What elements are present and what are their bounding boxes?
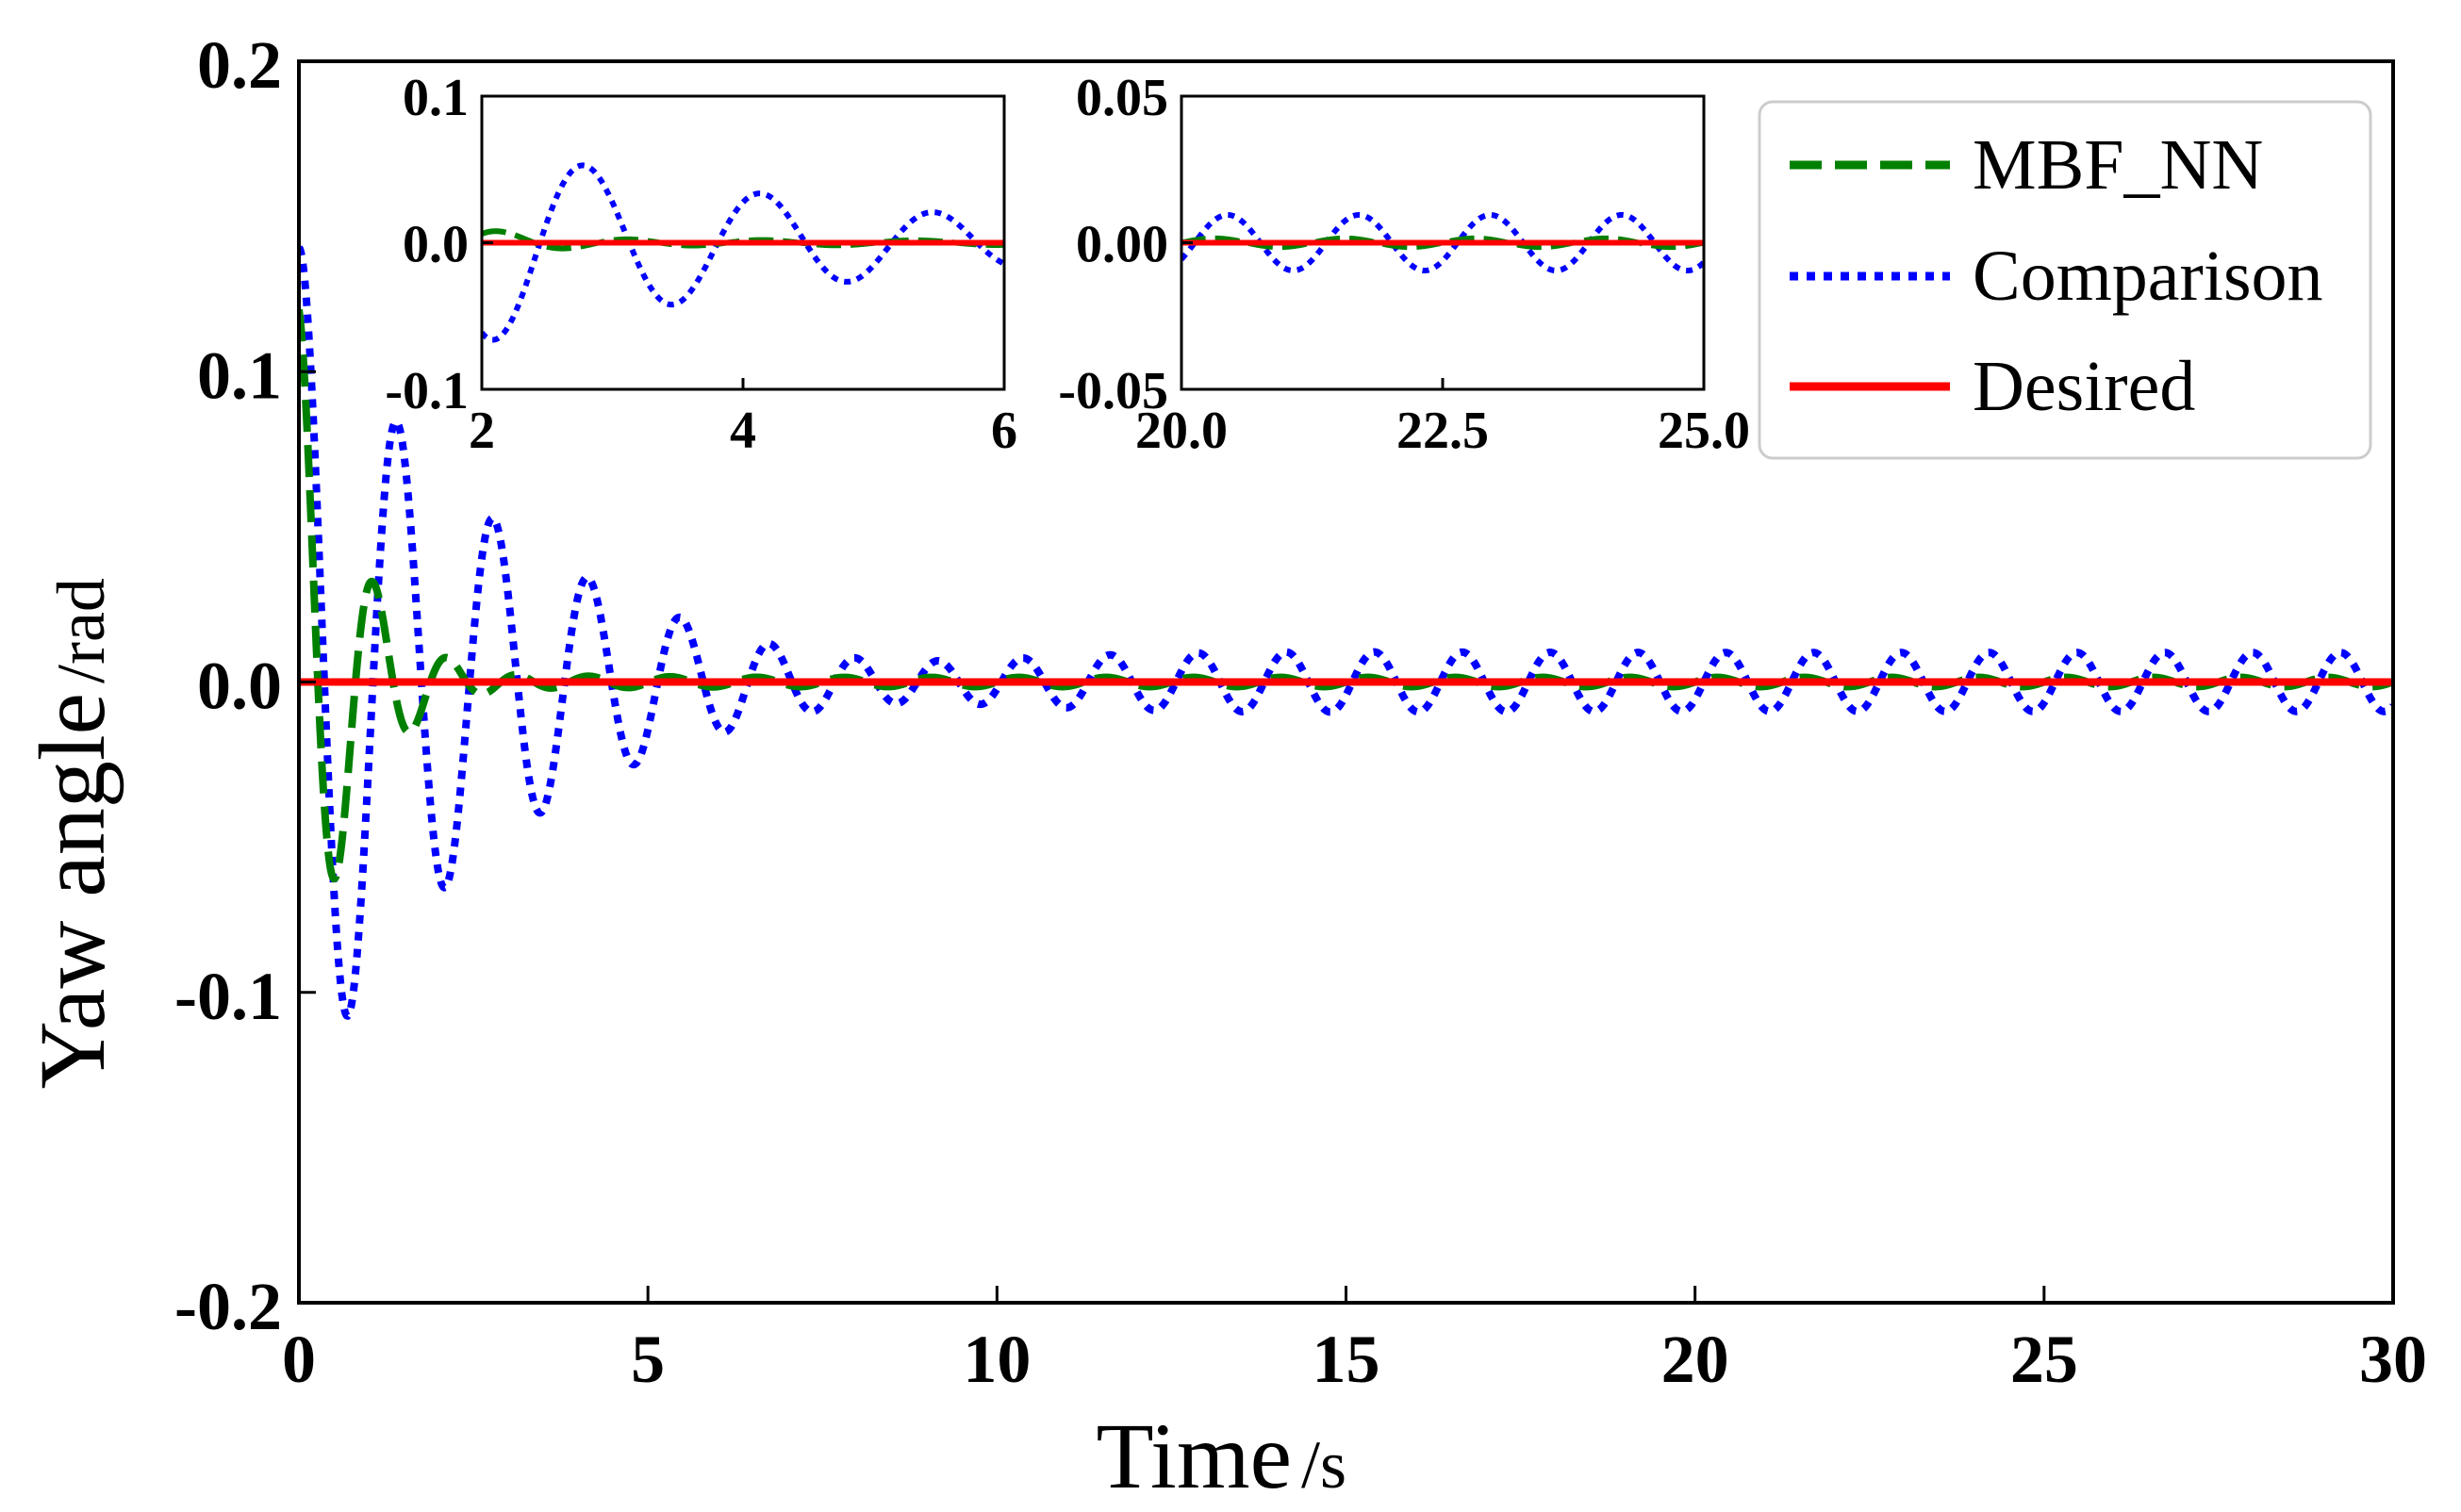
legend-item-mbf-nn: MBF_NN <box>1790 125 2263 205</box>
main-xtick-label: 10 <box>963 1322 1031 1397</box>
inset2-ticks: 20.0 22.5 25.0 -0.05 0.00 0.05 <box>1058 69 1750 460</box>
y-axis-unit: /rad <box>43 578 119 683</box>
main-xtick-label: 30 <box>2359 1322 2427 1397</box>
inset-plot-early: 2 4 6 -0.1 0.0 0.1 <box>385 69 1017 460</box>
inset1-series-comparison <box>482 162 1004 343</box>
inset2-ytick-label: 0.00 <box>1076 216 1168 274</box>
main-ytick-label: 0.0 <box>197 649 282 724</box>
main-ticks: 0 5 10 15 20 25 30 -0.2 -0.1 0.0 0.1 0.2 <box>174 27 2427 1397</box>
main-series-group <box>299 245 2393 1020</box>
inset2-xtick-label: 20.0 <box>1135 402 1228 460</box>
inset2-ytick-label: -0.05 <box>1058 362 1168 420</box>
main-xtick-label: 5 <box>631 1322 665 1397</box>
main-xtick-label: 25 <box>2010 1322 2078 1397</box>
legend: MBF_NN Comparison Desired <box>1758 100 2372 460</box>
legend-label-comparison: Comparison <box>1973 237 2323 316</box>
x-axis-label: Time /s <box>1096 1404 1346 1508</box>
main-ytick-label: -0.2 <box>174 1269 282 1344</box>
legend-label-mbf-nn: MBF_NN <box>1973 125 2263 205</box>
inset-plot-late: 20.0 22.5 25.0 -0.05 0.00 0.05 <box>1058 69 1750 460</box>
inset2-xtick-label: 22.5 <box>1396 402 1489 460</box>
main-series-comparison <box>299 245 2393 1020</box>
inset1-ytick-label: 0.1 <box>403 69 469 127</box>
inset2-series-group <box>1181 211 1704 274</box>
inset1-series-group <box>482 162 1004 343</box>
inset1-ytick-label: -0.1 <box>385 362 469 420</box>
legend-box <box>1758 100 2372 460</box>
y-axis-title: Yaw angle <box>20 693 124 1089</box>
inset1-series-mbf-nn <box>482 228 1004 252</box>
y-axis-label: Yaw angle /rad <box>20 578 124 1089</box>
inset1-xtick-label: 6 <box>991 402 1017 460</box>
main-ytick-label: 0.2 <box>197 27 282 103</box>
main-xtick-label: 20 <box>1661 1322 1729 1397</box>
inset2-series-comparison <box>1181 211 1704 274</box>
main-ytick-label: -0.1 <box>174 959 282 1034</box>
inset2-xtick-label: 25.0 <box>1658 402 1750 460</box>
main-xtick-label: 0 <box>282 1322 316 1397</box>
inset1-ticks: 2 4 6 -0.1 0.0 0.1 <box>385 69 1017 460</box>
inset1-xtick-label: 4 <box>730 402 756 460</box>
legend-item-desired: Desired <box>1790 347 2195 426</box>
inset2-ytick-label: 0.05 <box>1076 69 1168 127</box>
inset1-xtick-label: 2 <box>469 402 495 460</box>
inset2-series-mbf-nn <box>1181 235 1704 251</box>
inset1-ytick-label: 0.0 <box>403 216 469 274</box>
legend-label-desired: Desired <box>1973 347 2195 426</box>
main-ytick-label: 0.1 <box>197 337 282 413</box>
main-xtick-label: 15 <box>1313 1322 1380 1397</box>
x-axis-title: Time <box>1096 1404 1292 1508</box>
x-axis-unit: /s <box>1301 1427 1346 1503</box>
legend-item-comparison: Comparison <box>1790 237 2323 316</box>
main-plot: 0 5 10 15 20 25 30 -0.2 -0.1 0.0 0.1 0.2 <box>174 27 2427 1397</box>
